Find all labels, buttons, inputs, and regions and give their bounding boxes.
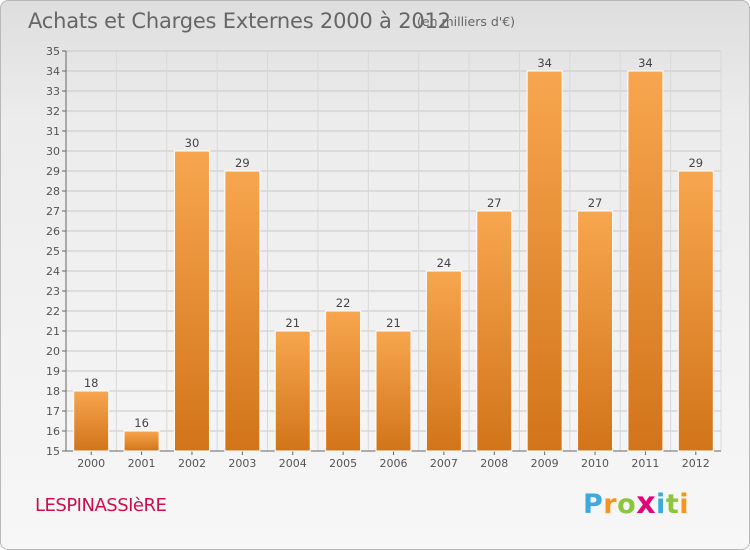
bar-value-label: 27	[487, 196, 502, 210]
y-tick-label: 15	[46, 445, 60, 458]
bar-2000	[73, 390, 110, 452]
logo-letter: P	[583, 489, 604, 520]
logo-letter: i	[679, 489, 689, 520]
y-tick-label: 24	[46, 265, 60, 278]
y-tick-label: 27	[46, 205, 60, 218]
y-tick-label: 22	[46, 305, 60, 318]
bar-value-label: 21	[386, 316, 401, 330]
x-tick-label: 2004	[279, 457, 307, 470]
chart-subtitle: (en milliers d'€)	[417, 14, 516, 29]
bar-2010	[577, 210, 614, 452]
bar-value-label: 21	[285, 316, 300, 330]
y-tick-label: 25	[46, 245, 60, 258]
bar-value-label: 34	[638, 56, 653, 70]
logo-letter: o	[617, 489, 637, 520]
commune-name: LESPINASSIèRE	[35, 495, 167, 516]
chart-title: Achats et Charges Externes 2000 à 2012	[28, 9, 451, 33]
y-tick-label: 32	[46, 105, 60, 118]
y-tick-label: 33	[46, 85, 60, 98]
y-tick-label: 30	[46, 145, 60, 158]
logo-letter: i	[656, 489, 666, 520]
x-tick-label: 2006	[380, 457, 408, 470]
bar-2009	[526, 70, 563, 452]
x-tick-label: 2012	[682, 457, 710, 470]
bar-value-label: 22	[336, 296, 351, 310]
proxiti-logo: Proxiti	[583, 486, 689, 521]
x-tick-label: 2007	[430, 457, 458, 470]
x-tick-label: 2011	[631, 457, 659, 470]
bar-2012	[677, 170, 714, 452]
x-tick-label: 2005	[329, 457, 357, 470]
bars	[73, 70, 714, 452]
bar-2001	[123, 430, 160, 452]
bar-value-label: 29	[235, 156, 250, 170]
bar-value-label: 34	[537, 56, 552, 70]
bar-value-label: 30	[185, 136, 200, 150]
y-tick-label: 31	[46, 125, 60, 138]
bar-2002	[173, 150, 210, 452]
y-tick-label: 35	[46, 45, 60, 58]
x-tick-label: 2009	[531, 457, 559, 470]
logo-letter: x	[636, 486, 657, 521]
bar-2003	[224, 170, 261, 452]
y-tick-label: 21	[46, 325, 60, 338]
bar-2005	[325, 310, 362, 452]
bar-2006	[375, 330, 412, 452]
data-labels: 18 16 30 29 21 22 21 24 27 34 27 34 29	[84, 56, 703, 430]
x-tick-label: 2000	[77, 457, 105, 470]
bar-value-label: 24	[437, 256, 452, 270]
x-tick-label: 2001	[128, 457, 156, 470]
bar-2008	[476, 210, 513, 452]
y-tick-label: 19	[46, 365, 60, 378]
x-tick-label: 2008	[480, 457, 508, 470]
y-tick-label: 29	[46, 165, 60, 178]
x-tick-label: 2003	[228, 457, 256, 470]
bar-2011	[627, 70, 664, 452]
y-tick-label: 23	[46, 285, 60, 298]
y-tick-label: 28	[46, 185, 60, 198]
bar-2004	[274, 330, 311, 452]
y-tick-label: 26	[46, 225, 60, 238]
y-tick-label: 16	[46, 425, 60, 438]
bar-2007	[425, 270, 462, 452]
bar-value-label: 18	[84, 376, 99, 390]
logo-letter: t	[665, 489, 680, 520]
bar-value-label: 27	[588, 196, 603, 210]
x-tick-label: 2010	[581, 457, 609, 470]
y-tick-label: 17	[46, 405, 60, 418]
y-tick-label: 18	[46, 385, 60, 398]
logo-letter: r	[603, 489, 618, 520]
x-tick-label: 2002	[178, 457, 206, 470]
axes: 15 16 17 18 19 20 21 22 23 24 25 26 27 28 29 30 31 32 33 34…	[46, 45, 721, 470]
y-tick-label: 34	[46, 65, 60, 78]
bar-value-label: 29	[688, 156, 703, 170]
bar-value-label: 16	[134, 416, 149, 430]
y-tick-label: 20	[46, 345, 60, 358]
